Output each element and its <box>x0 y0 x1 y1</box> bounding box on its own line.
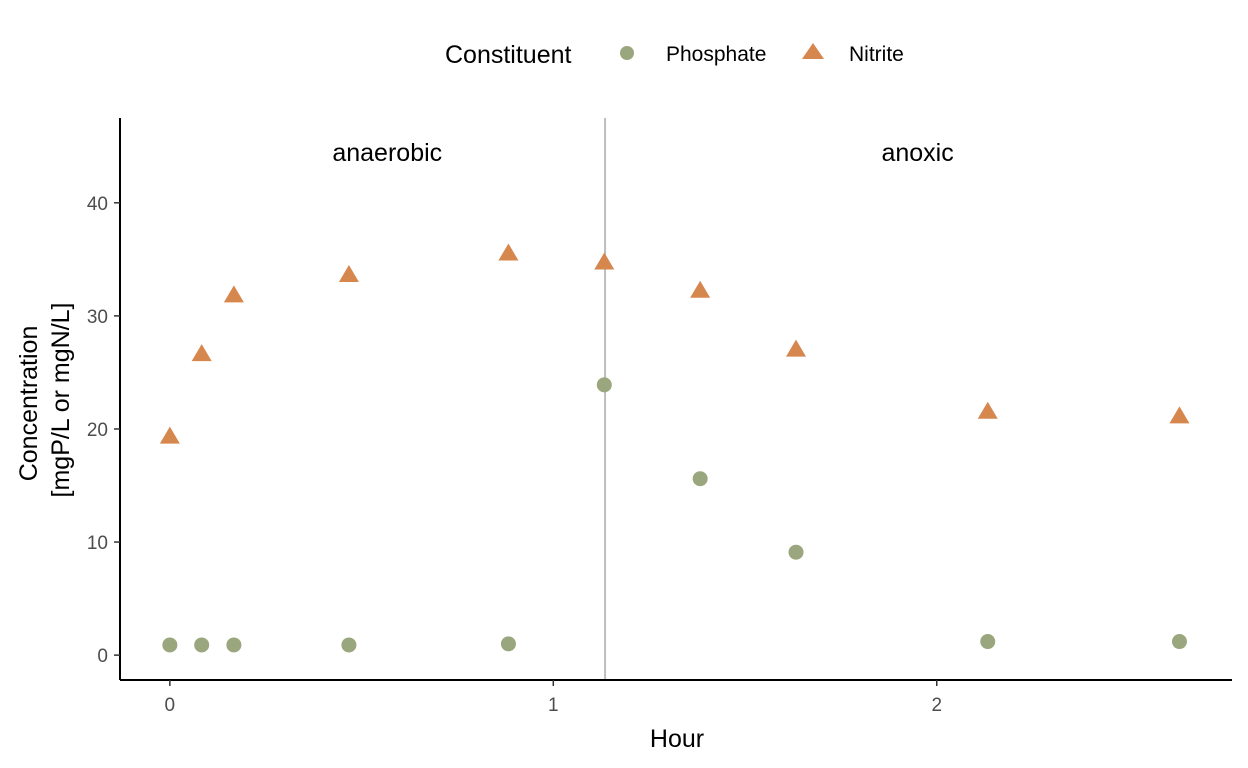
point-phosphate <box>788 544 804 560</box>
legend-key-phosphate <box>620 46 634 60</box>
legend: Constituent Phosphate Nitrite <box>445 41 904 69</box>
point-nitrite <box>690 280 711 298</box>
point-phosphate <box>980 634 996 650</box>
x-axis-title: Hour <box>650 725 704 753</box>
point-nitrite <box>977 401 998 419</box>
y-axis-title: Concentration [mgP/L or mgN/L] <box>15 303 75 498</box>
point-phosphate <box>341 637 357 653</box>
x-tick-label: 2 <box>931 695 942 716</box>
legend-title: Constituent <box>445 41 572 69</box>
point-nitrite <box>594 252 615 270</box>
plot-area: anaerobic anoxic 0 1 2 0 10 20 30 40 <box>87 118 1232 716</box>
x-tick-label: 0 <box>165 695 176 716</box>
y-axis-ticks: 0 10 20 30 40 <box>87 194 120 667</box>
point-nitrite <box>338 264 359 282</box>
legend-label-nitrite: Nitrite <box>849 43 904 66</box>
point-nitrite <box>786 339 807 357</box>
point-phosphate <box>162 637 178 653</box>
point-nitrite <box>191 344 212 362</box>
legend-label-phosphate: Phosphate <box>666 43 766 66</box>
point-phosphate <box>1171 634 1187 650</box>
y-tick-label: 10 <box>87 533 108 554</box>
y-tick-label: 30 <box>87 307 108 328</box>
point-phosphate <box>226 637 242 653</box>
point-nitrite <box>1169 406 1190 424</box>
phase-label-anoxic: anoxic <box>881 139 953 167</box>
data-points <box>159 243 1190 653</box>
point-phosphate <box>500 636 516 652</box>
point-nitrite <box>159 426 180 444</box>
legend-key-nitrite <box>802 43 824 59</box>
y-tick-label: 0 <box>97 646 108 667</box>
y-tick-label: 20 <box>87 420 108 441</box>
point-phosphate <box>692 471 708 487</box>
point-nitrite <box>498 243 519 261</box>
y-axis-title-line-1: Concentration <box>15 326 43 482</box>
y-axis-title-line-2: [mgP/L or mgN/L] <box>47 303 75 498</box>
y-tick-label: 40 <box>87 194 108 215</box>
point-phosphate <box>596 377 612 393</box>
x-tick-label: 1 <box>548 695 559 716</box>
point-phosphate <box>194 637 210 653</box>
point-nitrite <box>223 285 244 303</box>
phase-label-anaerobic: anaerobic <box>332 139 442 167</box>
phase-annotations: anaerobic anoxic <box>332 139 953 167</box>
x-axis-ticks: 0 1 2 <box>165 680 942 716</box>
